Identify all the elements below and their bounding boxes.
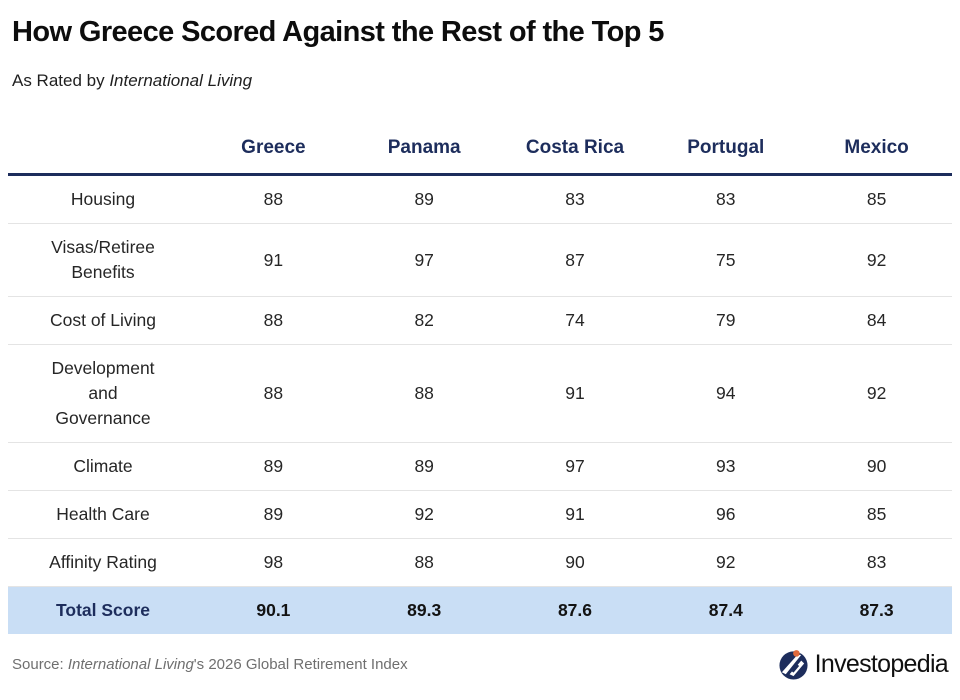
table-row-affinity-rating: Affinity Rating 98 88 90 92 83 <box>8 539 952 587</box>
score-cell: 92 <box>414 504 434 524</box>
subtitle-prefix: As Rated by <box>12 71 110 90</box>
total-score-row: Total Score 90.1 89.3 87.6 87.4 87.3 <box>8 586 952 634</box>
investopedia-icon <box>779 650 808 680</box>
column-header-mexico: Mexico <box>844 137 909 158</box>
score-cell: 75 <box>716 249 736 270</box>
score-cell: 97 <box>414 249 434 270</box>
table-row-visas: Visas/Retiree Benefits 91 97 87 75 92 <box>8 224 952 297</box>
table-row-development-governance: Development and Governance 88 88 91 94 9… <box>8 345 952 443</box>
row-label: Health Care <box>56 504 150 524</box>
score-cell: 97 <box>565 456 585 476</box>
investopedia-logo: Investopedia <box>778 649 949 680</box>
table-row-housing: Housing 88 89 83 83 85 <box>8 175 952 224</box>
row-label: Affinity Rating <box>49 552 157 572</box>
table-row-climate: Climate 89 89 97 93 90 <box>8 443 952 491</box>
score-cell: 84 <box>866 310 887 330</box>
page-title: How Greece Scored Against the Rest of th… <box>12 16 664 48</box>
score-cell: 88 <box>414 552 434 572</box>
table-row-cost-of-living: Cost of Living 88 82 74 79 84 <box>8 297 952 345</box>
score-cell: 91 <box>263 249 284 270</box>
total-score-cell: 87.6 <box>557 600 593 620</box>
row-label: Visas/Retiree Benefits <box>51 237 155 282</box>
brand-wordmark: Investopedia <box>814 650 949 678</box>
score-cell: 89 <box>414 456 434 476</box>
category-column-header <box>8 131 198 175</box>
score-cell: 89 <box>263 456 284 476</box>
column-header-greece: Greece <box>241 137 306 158</box>
score-cell: 96 <box>716 504 736 524</box>
score-cell: 98 <box>263 552 284 572</box>
column-header-costa-rica: Costa Rica <box>525 137 625 158</box>
total-score-cell: 89.3 <box>407 600 442 620</box>
score-cell: 88 <box>263 189 284 209</box>
score-cell: 90 <box>866 456 887 476</box>
score-cell: 82 <box>414 310 434 330</box>
score-cell: 85 <box>866 189 887 209</box>
total-score-cell: 87.3 <box>859 600 894 620</box>
score-cell: 91 <box>565 504 585 524</box>
source-publication: International Living <box>67 656 194 673</box>
score-cell: 92 <box>866 249 887 270</box>
score-cell: 74 <box>565 310 585 330</box>
score-cell: 89 <box>263 504 284 524</box>
source-prefix: Source: <box>12 656 68 673</box>
score-cell: 88 <box>263 383 284 403</box>
score-cell: 88 <box>263 310 284 330</box>
score-cell: 90 <box>565 552 585 572</box>
footer: Source: International Living's 2026 Glob… <box>8 649 952 684</box>
row-label: Cost of Living <box>49 310 157 330</box>
score-cell: 89 <box>414 189 434 209</box>
score-cell: 91 <box>565 383 585 403</box>
score-cell: 93 <box>716 456 736 476</box>
column-header-portugal: Portugal <box>687 137 765 158</box>
score-cell: 92 <box>716 552 736 572</box>
subtitle: As Rated by International Living <box>12 71 952 91</box>
score-cell: 83 <box>565 189 585 209</box>
score-cell: 92 <box>866 383 887 403</box>
table-row-health-care: Health Care 89 92 91 96 85 <box>8 491 952 539</box>
scores-table: Greece Panama Costa Rica Portugal Mexico… <box>8 131 952 634</box>
subtitle-source-name: International Living <box>109 71 253 90</box>
row-label: Climate <box>73 456 133 476</box>
score-cell: 87 <box>565 249 585 270</box>
row-label: Housing <box>70 189 136 209</box>
total-score-cell: 90.1 <box>256 600 291 620</box>
table-header-row: Greece Panama Costa Rica Portugal Mexico <box>8 131 952 175</box>
score-cell: 94 <box>716 383 736 403</box>
score-cell: 85 <box>866 504 887 524</box>
source-suffix: 's 2026 Global Retirement Index <box>193 656 408 673</box>
column-header-panama: Panama <box>387 137 461 158</box>
score-cell: 83 <box>716 189 736 209</box>
score-cell: 83 <box>866 552 887 572</box>
source-note: Source: International Living's 2026 Glob… <box>12 656 408 673</box>
score-cell: 88 <box>414 383 434 403</box>
total-score-cell: 87.4 <box>708 600 743 620</box>
score-cell: 79 <box>716 310 736 330</box>
total-score-label: Total Score <box>55 600 150 620</box>
row-label: Development and Governance <box>51 358 155 428</box>
